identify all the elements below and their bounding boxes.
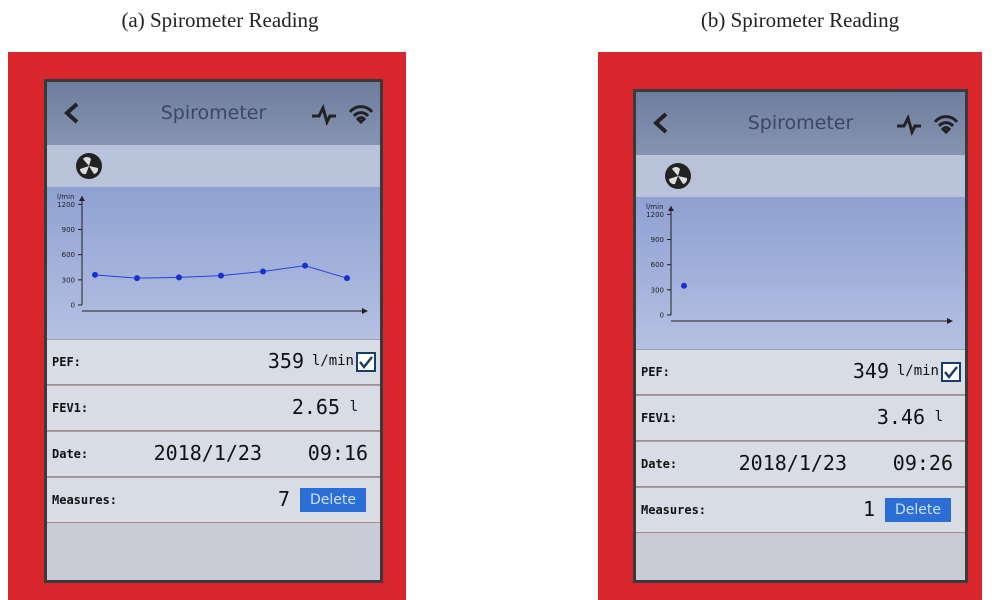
chart: l/min 0 300 600 900 1200 [636,197,965,349]
row-time: 09:16 [308,441,368,465]
checkbox-box [942,363,960,381]
delete-button[interactable]: Delete [300,488,366,512]
x-arrow [362,308,368,314]
info-row: Measures: 7 Delete [47,477,380,523]
caption: (b) Spirometer Reading [630,8,970,33]
row-label: Measures: [641,503,706,517]
checkbox[interactable] [356,352,376,372]
data-point [344,275,350,281]
fan-icon [69,145,109,187]
data-point [681,283,687,289]
header: Spirometer [636,92,965,155]
row-value: 2018/1/23 [154,441,262,465]
info-row: Measures: 1 Delete [636,487,965,533]
row-value: 359 [268,349,304,373]
screen-title: Spirometer [636,112,965,134]
y-tick-label: 1200 [646,211,664,219]
y-tick-label: 1200 [57,201,75,209]
y-tick-label: 300 [651,286,664,294]
fan-icon [658,155,698,197]
info-row: PEF: 349 l/min [636,349,965,395]
screen: Spirometer l/min 0 300 600 900 1200 PEF: 359 l/mi… [47,82,380,580]
y-tick-label: 0 [71,302,75,310]
row-unit: l [935,409,943,425]
header: Spirometer [47,82,380,145]
info-row: FEV1: 2.65 l [47,385,380,431]
delete-button[interactable]: Delete [885,498,951,522]
info-row: FEV1: 3.46 l [636,395,965,441]
y-tick-label: 900 [651,236,664,244]
caption: (a) Spirometer Reading [40,8,400,33]
row-label: PEF: [52,355,81,369]
icon-row [636,155,965,197]
row-unit: l/min [897,363,939,379]
data-point [260,268,266,274]
y-axis-label: l/min [646,203,664,211]
checkbox-box [357,353,375,371]
row-value: 3.46 [877,405,925,429]
y-tick-label: 900 [62,226,75,234]
page: (() => { const data = JSON.parse(documen… [0,0,994,600]
data-point [302,263,308,269]
row-value: 2018/1/23 [739,451,847,475]
info-row: PEF: 359 l/min [47,339,380,385]
y-axis-label: l/min [57,193,75,201]
screen: Spirometer l/min 0 300 600 900 1200 PEF: 349 l/mi… [636,92,965,580]
row-value: 2.65 [292,395,340,419]
x-arrow [947,318,953,324]
checkbox[interactable] [941,362,961,382]
data-point [218,273,224,279]
row-label: Date: [641,457,677,471]
data-point [134,275,140,281]
data-point [92,272,98,278]
y-arrow [79,196,85,201]
row-time: 09:26 [893,451,953,475]
info-row: Date: 2018/1/23 09:16 [47,431,380,477]
y-tick-label: 600 [62,251,75,259]
row-unit: l [350,399,358,415]
row-label: FEV1: [52,401,88,415]
screen-title: Spirometer [47,102,380,124]
row-label: FEV1: [641,411,677,425]
row-unit: l/min [312,353,354,369]
icon-row [47,145,380,187]
y-tick-label: 0 [660,312,664,320]
row-value: 1 [863,497,875,521]
row-label: PEF: [641,365,670,379]
row-label: Measures: [52,493,117,507]
row-label: Date: [52,447,88,461]
row-value: 349 [853,359,889,383]
info-row: Date: 2018/1/23 09:26 [636,441,965,487]
row-value: 7 [278,487,290,511]
data-point [176,274,182,280]
y-arrow [668,206,674,211]
chart: l/min 0 300 600 900 1200 [47,187,380,339]
y-tick-label: 600 [651,261,664,269]
y-tick-label: 300 [62,276,75,284]
